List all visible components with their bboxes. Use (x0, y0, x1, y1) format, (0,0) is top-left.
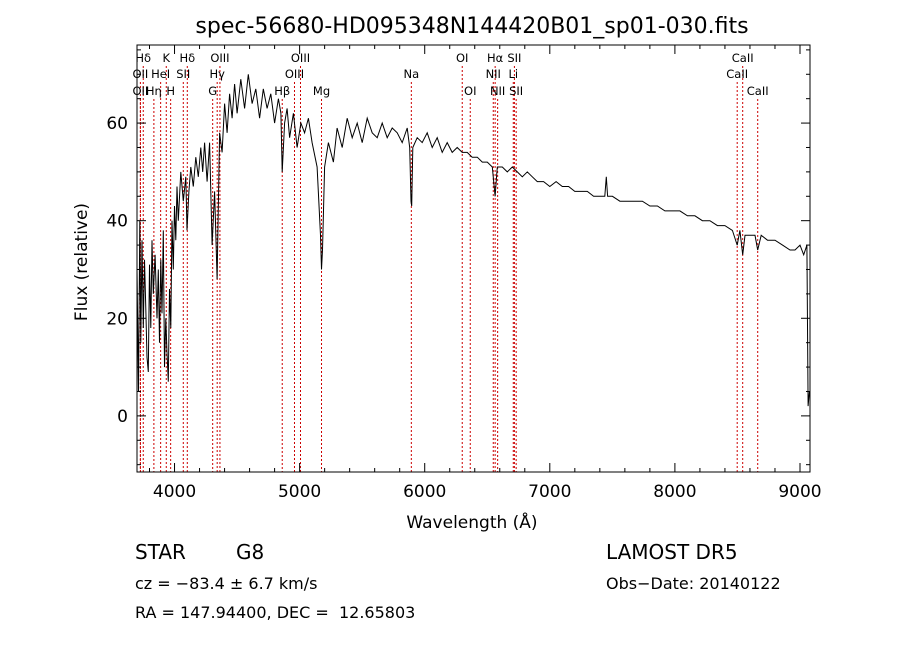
line-marker-label-10: Hγ (209, 67, 225, 81)
line-marker-label-0: Hδ (135, 51, 151, 65)
line-marker-label-15: Mg (313, 84, 330, 98)
y-tick-label-1: 20 (106, 309, 128, 329)
line-marker-label-26: CaII (726, 67, 748, 81)
line-marker-label-5: HeI (151, 67, 170, 81)
y-axis-ticks: 0 20 40 60 (106, 49, 810, 466)
line-marker-label-3: Hη (146, 84, 162, 98)
line-marker-label-24: SII (509, 84, 523, 98)
x-axis-label: Wavelength (Å) (406, 511, 537, 533)
line-marker-label-7: Hδ (179, 51, 195, 65)
line-marker-label-18: OI (464, 84, 476, 98)
line-marker-label-13: OIII (285, 67, 304, 81)
x-tick-label-0: 4000 (153, 482, 196, 502)
plot-frame (136, 44, 811, 473)
line-marker-label-23: Li (508, 67, 518, 81)
x-tick-label-1: 5000 (278, 482, 321, 502)
spectrum-line (136, 74, 810, 407)
y-tick-label-3: 60 (106, 114, 128, 134)
redshift-velocity: cz = −83.4 ± 6.7 km/s (135, 574, 318, 593)
y-tick-label-2: 40 (106, 212, 128, 232)
x-tick-label-3: 7000 (528, 482, 571, 502)
survey-name: LAMOST DR5 (606, 540, 738, 564)
line-marker-label-16: Na (404, 67, 420, 81)
y-axis-label: Flux (relative) (72, 203, 92, 321)
line-marker-label-20: NII (486, 67, 501, 81)
line-marker-label-9: OIII (210, 51, 229, 65)
x-tick-label-4: 8000 (653, 482, 696, 502)
x-tick-label-2: 6000 (403, 482, 446, 502)
object-subclass: G8 (236, 540, 265, 564)
line-marker-label-22: SII (507, 51, 521, 65)
line-marker-label-6: H (166, 84, 175, 98)
line-marker-label-27: CaII (747, 84, 769, 98)
line-marker-label-21: NII (490, 84, 505, 98)
x-axis-ticks: 4000 5000 6000 7000 8000 9000 (149, 45, 822, 502)
y-tick-label-0: 0 (117, 407, 128, 427)
line-marker-label-2: OII (132, 84, 148, 98)
chart-title: spec-56680-HD095348N144420B01_sp01-030.f… (195, 14, 748, 39)
sky-coordinates: RA = 147.94400, DEC = 12.65803 (135, 603, 416, 622)
line-marker-label-8: SII (176, 67, 190, 81)
line-marker-label-25: CaII (732, 51, 754, 65)
line-marker-label-19: Hα (487, 51, 504, 65)
line-marker-label-17: OI (456, 51, 468, 65)
line-markers (139, 66, 759, 472)
object-class: STAR (135, 540, 186, 564)
x-tick-label-5: 9000 (778, 482, 821, 502)
line-marker-label-4: K (162, 51, 170, 65)
line-marker-label-12: OIII (291, 51, 310, 65)
line-marker-label-14: Hβ (274, 84, 290, 98)
observation-date: Obs−Date: 20140122 (606, 574, 781, 593)
line-marker-label-11: G (208, 84, 217, 98)
